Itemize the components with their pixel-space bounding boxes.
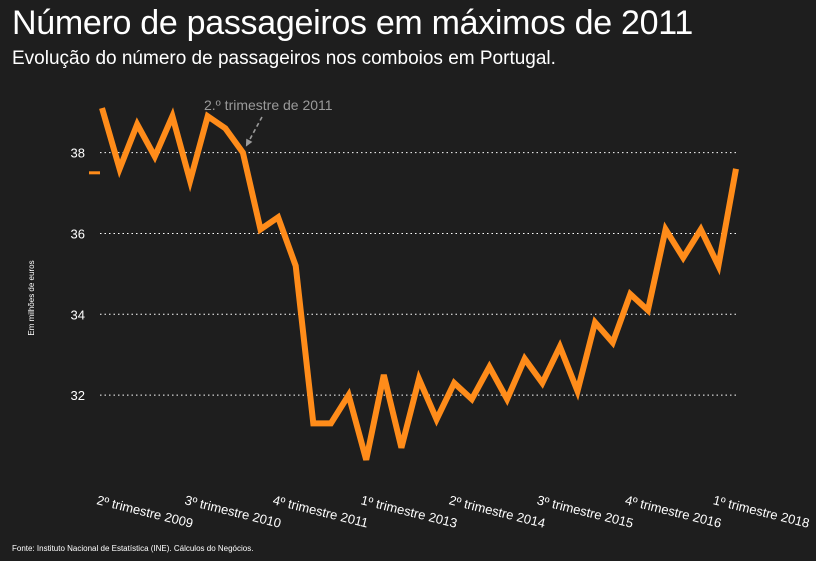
y-tick-label: 34 <box>71 307 85 322</box>
x-tick-label: 1º trimestre 2013 <box>359 492 458 530</box>
x-tick-label: 4º trimestre 2011 <box>271 492 369 530</box>
x-tick-label: 2º trimestre 2014 <box>447 492 546 530</box>
annotation-arrowhead <box>245 138 253 147</box>
y-tick-label: 36 <box>71 226 85 241</box>
y-tick-label: 38 <box>71 146 85 161</box>
x-tick-label: 3º trimestre 2015 <box>536 492 635 530</box>
annotation-text: 2.º trimestre de 2011 <box>204 97 333 113</box>
chart-title: Número de passageiros em máximos de 2011 <box>12 4 693 42</box>
source-note: Fonte: Instituto Nacional de Estatística… <box>12 544 254 553</box>
y-axis-label: Em milhões de euros <box>27 260 36 335</box>
x-tick-label: 3º trimestre 2010 <box>183 492 282 530</box>
y-tick-label: 32 <box>71 388 85 403</box>
chart-subtitle: Evolução do número de passageiros nos co… <box>12 48 556 69</box>
x-tick-label: 2º trimestre 2009 <box>95 492 194 530</box>
x-tick-label: 1º trimestre 2018 <box>712 492 811 530</box>
annotation: 2.º trimestre de 2011 <box>204 97 333 147</box>
y-tick-labels: 32 34 36 38 <box>71 146 85 404</box>
x-tick-label: 4º trimestre 2016 <box>624 492 723 530</box>
gridlines <box>100 152 738 396</box>
series-line <box>99 107 739 461</box>
